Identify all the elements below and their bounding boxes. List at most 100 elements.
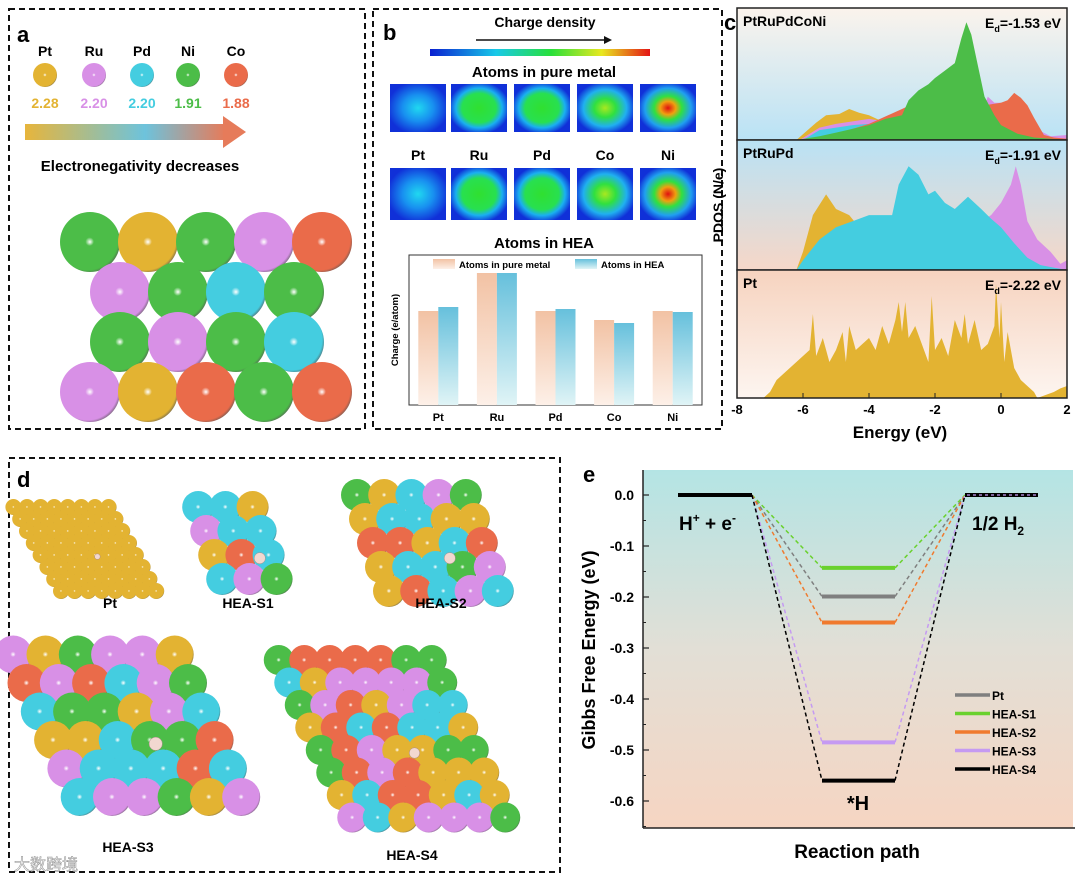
atom-pt (114, 547, 131, 563)
structure-label: HEA-S2 (415, 595, 467, 611)
structure-label: HEA-S3 (102, 839, 154, 855)
d-band-center-label: Ed=-1.91 eV (985, 147, 1062, 166)
atom-pt (469, 757, 500, 788)
atom-pt (93, 511, 110, 527)
atom-pt (121, 583, 137, 599)
atom-pt (100, 547, 117, 563)
atom-pd (346, 712, 377, 743)
atom-ru (356, 735, 387, 765)
atom-pt (59, 571, 76, 587)
x-tick-label: -6 (797, 402, 809, 417)
atom-pt (53, 559, 69, 575)
atom-ni (206, 312, 266, 372)
atom-ru (350, 667, 381, 698)
atom-ni (490, 802, 521, 833)
atom-pt (5, 499, 22, 515)
atom-pd (397, 712, 428, 743)
panel-letter-c: c (724, 10, 736, 35)
charge-density-map (390, 84, 446, 132)
atom-co (403, 780, 434, 810)
bar-atoms-in-hea (438, 307, 459, 405)
atom-pt (53, 535, 69, 551)
pdos-area-pt (763, 284, 1067, 398)
ed-value: =-2.22 eV (1000, 277, 1062, 293)
atom-pt (388, 802, 419, 833)
atom-pt (118, 212, 178, 272)
atom-pd (208, 749, 247, 788)
atom-pt (59, 523, 76, 539)
bar-atoms-in-hea (555, 309, 576, 405)
atom-ru (47, 749, 86, 788)
atom-pt (34, 721, 73, 759)
atom-pt (100, 571, 117, 587)
atom-co (377, 780, 408, 810)
atom-ru (337, 802, 368, 833)
bar-category-label: Ni (667, 412, 678, 424)
atom-pt (428, 780, 459, 810)
atom-co (400, 575, 433, 607)
atom-pt (141, 571, 158, 587)
electronegativity-value: 1.91 (174, 95, 201, 111)
atom-ru (401, 667, 432, 698)
atom-pt (114, 523, 131, 539)
atom-ni (433, 735, 464, 765)
atom-ru (386, 690, 417, 720)
pdos-subplot-title: PtRuPd (743, 145, 794, 161)
atom-pt (93, 583, 110, 599)
hea-crystal-model (60, 212, 352, 422)
atom-pt (80, 583, 97, 599)
atom-co (335, 690, 366, 720)
atom-pt (73, 499, 90, 515)
atom-ni (284, 690, 315, 720)
structure-label: HEA-S1 (222, 595, 274, 611)
colorbar (430, 49, 650, 56)
hydrogen-atom (253, 552, 266, 565)
charge-density-map (451, 84, 507, 132)
atom-pt (361, 690, 392, 720)
atom-ru (136, 664, 175, 702)
atom-ru (82, 63, 106, 87)
electronegativity-label: Electronegativity decreases (41, 158, 239, 175)
y-tick-label: -0.4 (610, 691, 634, 707)
connector-hea-s3 (894, 494, 966, 743)
atom-pt (59, 499, 76, 515)
atom-label: Ru (470, 147, 489, 163)
atom-ru (234, 212, 294, 272)
atom-co (314, 645, 345, 675)
element-symbol: Co (227, 43, 246, 59)
atom-pt (295, 712, 326, 743)
atom-ni (53, 692, 92, 731)
bar-atoms-in-pure-metal (535, 311, 556, 405)
panel-e: e 0.0 -0.1 -0.2 -0.3 -0.4 -0.5 -0.6 Pt HEA-S1 HEA… (579, 462, 1075, 863)
d-band-center-label: Ed=-1.53 eV (985, 15, 1062, 34)
bar-atoms-in-hea (496, 273, 517, 405)
atom-pt (66, 535, 83, 551)
atom-ni (163, 721, 202, 759)
atom-pt (66, 559, 83, 575)
electronegativity-value: 2.20 (80, 95, 107, 111)
x-tick-label: 2 (1063, 402, 1070, 417)
connector-hea-s4 (751, 494, 823, 781)
atom-pd (422, 712, 453, 743)
atomic-cluster (341, 479, 514, 607)
panel-a-box (8, 8, 366, 430)
panel-letter-e: e (583, 462, 595, 487)
atom-co (7, 664, 46, 702)
atom-pd (20, 692, 59, 731)
atomic-cluster (0, 635, 261, 816)
atom-pd (79, 749, 118, 788)
atom-pd (274, 667, 305, 698)
atom-ru (123, 635, 162, 674)
atom-ru (454, 575, 487, 607)
element-symbol: Pt (38, 43, 52, 59)
pdos-subplot-frame (736, 269, 1068, 399)
atom-pt (87, 571, 103, 587)
atom-co (195, 721, 234, 759)
charge-density-map (451, 168, 507, 220)
atom-pt (19, 523, 35, 539)
atom-pt (39, 511, 56, 527)
ed-subscript: d (994, 24, 1000, 34)
hydrogen-atom (94, 553, 101, 560)
atom-pt (87, 499, 103, 515)
